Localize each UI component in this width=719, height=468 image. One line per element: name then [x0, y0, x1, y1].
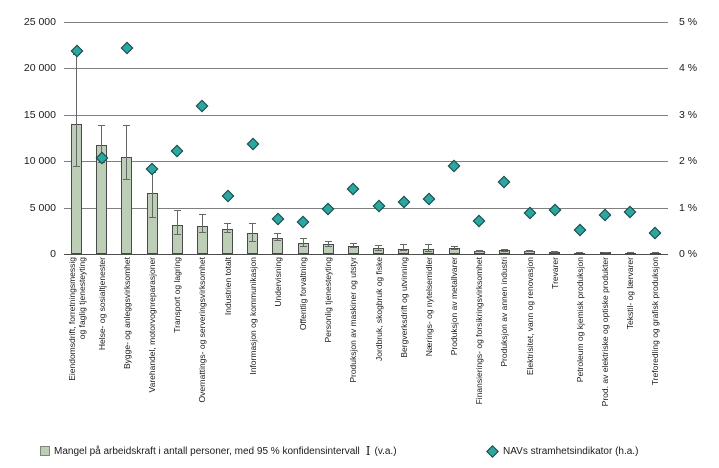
- x-axis-label: Bygge- og anleggsvirksomhet: [121, 257, 132, 369]
- error-bar: [324, 240, 332, 247]
- x-axis-label: Personlig tjenesteyting: [323, 257, 334, 343]
- gridline: [64, 207, 668, 209]
- indicator-diamond: [372, 199, 385, 213]
- x-axis-label: Produksjon av metallvarer: [449, 257, 460, 356]
- x-axis-label: Nærings- og nytelsemidler: [423, 257, 434, 357]
- x-axis-label: Produksjon av annen industri: [499, 257, 510, 367]
- x-axis-label: Produksjon av maskiner og utstyr: [348, 257, 359, 383]
- y-axis-left-tick: 25 000: [23, 16, 56, 28]
- y-axis-right-tick: 3 %: [679, 108, 698, 121]
- indicator-diamond: [296, 215, 310, 228]
- indicator-diamond: [347, 182, 360, 196]
- error-bar: [626, 252, 634, 254]
- y-axis-left-tick: 0: [50, 248, 56, 260]
- x-axis-label: Helse- og sosialtjenester: [96, 257, 107, 351]
- y-axis-right-tick: 4 %: [679, 62, 698, 75]
- legend-bar-label: Mangel på arbeidskraft i antall personer…: [54, 445, 360, 457]
- x-axis-label: Transport og lagring: [172, 257, 183, 333]
- error-bar: [299, 237, 307, 247]
- indicator-diamond: [548, 204, 562, 217]
- x-axis-label: Overnattings- og serveringsvirksomhet: [197, 257, 208, 403]
- y-axis-right-tick: 0 %: [679, 248, 698, 260]
- y-axis-left-tick: 10 000: [23, 155, 56, 168]
- indicator-diamond: [472, 214, 486, 228]
- x-axis-label: Informasjon og kommunikasjon: [247, 257, 258, 375]
- legend-bar-suffix: (v.a.): [374, 445, 397, 457]
- legend: Mangel på arbeidskraft i antall personer…: [0, 443, 719, 461]
- error-bar: [173, 210, 181, 236]
- error-bar: [375, 244, 383, 251]
- indicator-diamond: [221, 189, 234, 202]
- indicator-diamond: [498, 175, 511, 189]
- y-axis-right-tick: 5 %: [679, 16, 698, 28]
- bar-legend-swatch-icon: [40, 446, 50, 456]
- diamond-legend-swatch-icon: [486, 444, 499, 458]
- indicator-diamond: [573, 223, 587, 237]
- y-axis-left-tick: 5 000: [29, 201, 56, 214]
- error-bar: [148, 172, 156, 218]
- error-bar: [123, 125, 131, 180]
- gridline: [64, 161, 668, 163]
- gridline: [64, 68, 668, 70]
- x-axis-label: Varehandel, motorvognreparasjoner: [147, 257, 158, 393]
- indicator-diamond: [422, 192, 436, 206]
- gridline: [64, 114, 668, 116]
- x-axis-label: Bergverksdrift og utvinning: [398, 257, 409, 358]
- error-bar: [601, 251, 609, 254]
- x-axis-label: Jordbruk, skogbruk og fiske: [373, 257, 384, 361]
- error-bar: [526, 249, 534, 252]
- x-axis-label: Undervisning: [272, 257, 283, 307]
- x-axis-label: Elektrisitet, vann og renovasjon: [524, 257, 535, 376]
- error-bar: [349, 242, 357, 249]
- legend-indicator-label: NAVs stramhetsindikator (h.a.): [503, 445, 639, 457]
- indicator-diamond: [598, 208, 612, 222]
- indicator-diamond: [120, 41, 134, 54]
- y-axis-left-tick: 15 000: [23, 108, 56, 121]
- x-axis-label: Industrien totalt: [222, 257, 233, 316]
- indicator-diamond: [170, 145, 184, 158]
- gridline: [64, 22, 668, 23]
- x-axis-line: [64, 254, 668, 255]
- x-axis-label: Petroleum og kjemisk produksjon: [574, 257, 585, 383]
- error-bar: [224, 223, 232, 233]
- x-axis-label: Treforedling og grafisk produksjon: [650, 257, 661, 386]
- error-bar-glyph-icon: I: [365, 444, 371, 458]
- indicator-diamond: [649, 226, 662, 240]
- indicator-diamond: [196, 99, 209, 113]
- indicator-diamond: [321, 203, 335, 216]
- error-bar: [425, 243, 433, 252]
- legend-item-indicator: NAVs stramhetsindikator (h.a.): [486, 443, 638, 459]
- error-bar: [475, 249, 483, 252]
- y-axis-right-tick: 2 %: [679, 155, 698, 168]
- error-bar: [73, 53, 81, 167]
- y-axis-left-tick: 20 000: [23, 62, 56, 75]
- error-bar: [651, 252, 659, 254]
- error-bar: [400, 244, 408, 252]
- x-axis-label: Eiendomsdrift, forretningsmessig og fagl…: [66, 257, 87, 381]
- x-axis-label: Trevarer: [549, 257, 560, 289]
- x-axis-label: Finansierings- og forsikringsvirksomhet: [474, 257, 485, 405]
- indicator-diamond: [271, 212, 285, 226]
- y-axis-right-tick: 1 %: [679, 201, 698, 214]
- error-bar: [551, 251, 559, 253]
- x-axis-label: Tekstil- og lærvarer: [625, 257, 636, 330]
- error-bar: [450, 245, 458, 251]
- error-bar: [500, 249, 508, 252]
- x-axis-label: Offentlig forvaltning: [298, 257, 309, 331]
- error-bar: [274, 232, 282, 242]
- error-bar: [576, 251, 584, 254]
- error-bar: [198, 214, 206, 233]
- x-axis-label: Prod. av elektriske og optiske produkter: [600, 257, 611, 407]
- legend-item-bars: Mangel på arbeidskraft i antall personer…: [40, 443, 397, 459]
- indicator-diamond: [246, 138, 260, 151]
- bar: [222, 229, 234, 254]
- error-bar: [249, 223, 257, 242]
